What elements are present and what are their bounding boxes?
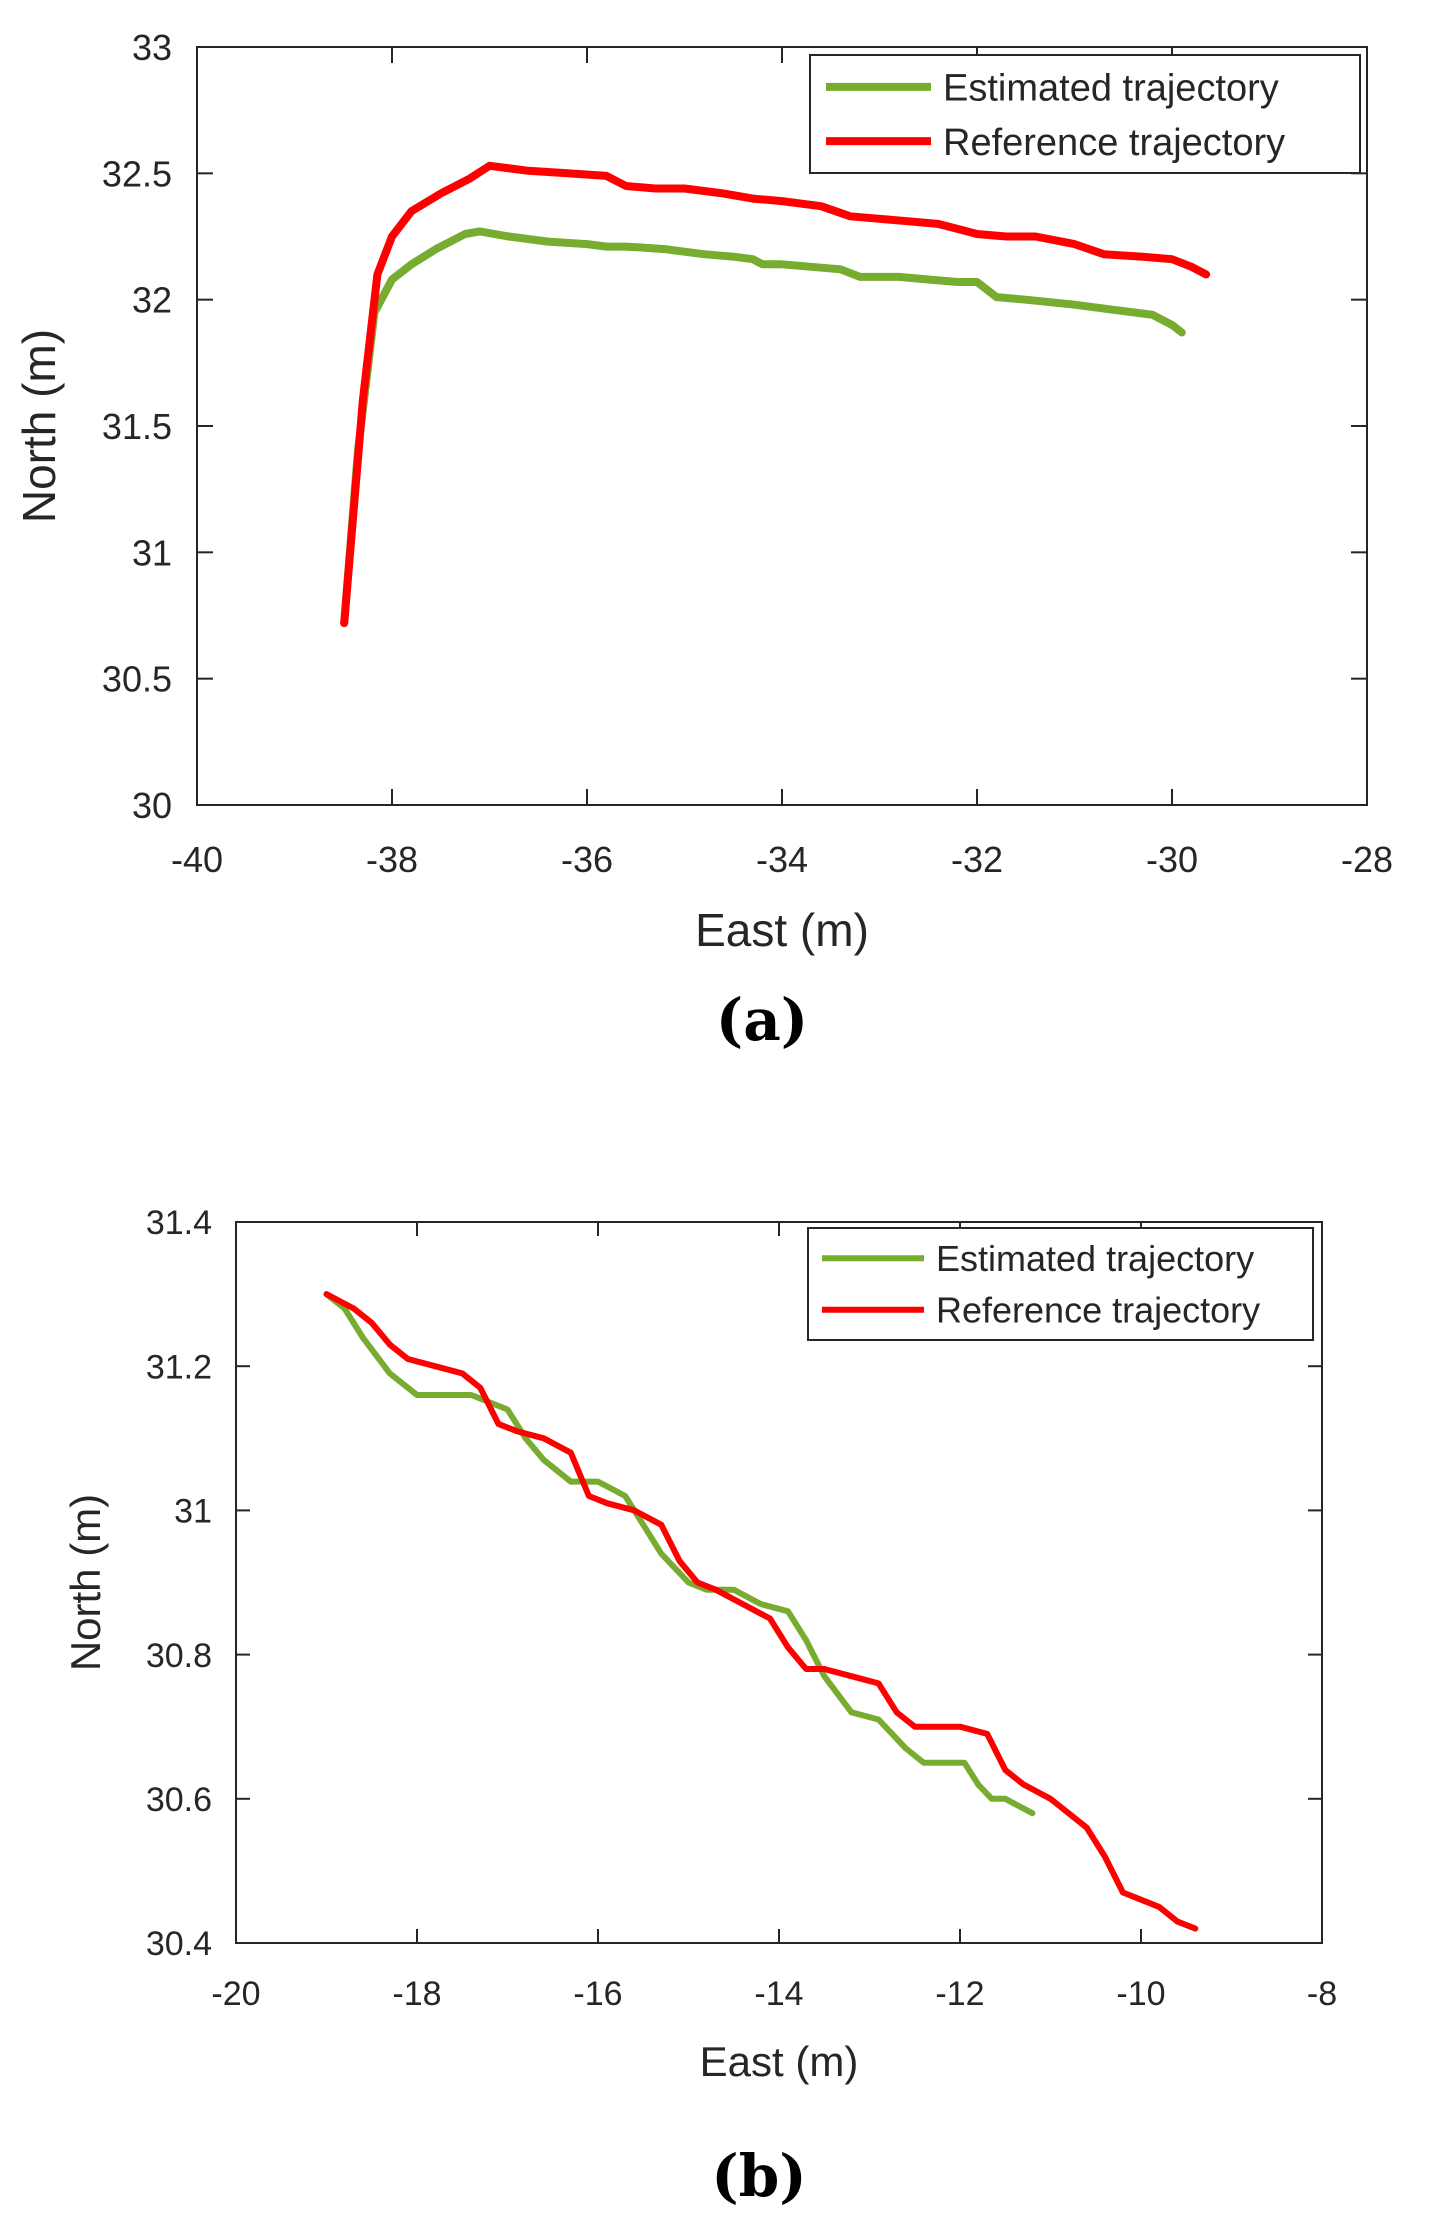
y-tick-label: 30	[132, 785, 172, 826]
series-line-reference	[323, 1291, 1199, 1932]
x-tick-label: -12	[935, 1975, 984, 2013]
x-tick-label: -36	[561, 839, 613, 880]
x-tick-label: -40	[171, 839, 223, 880]
panel-b: -20 -18 -16 -14 -12 -10 -8 30.4 30.6 30.8 31 31.2 31…	[62, 1204, 1337, 2210]
y-tick-label: 31.4	[146, 1204, 212, 1242]
plot-area	[235, 1221, 1323, 1944]
legend-label-reference: Reference trajectory	[936, 1290, 1260, 1331]
y-tick-label: 30.8	[146, 1637, 212, 1675]
panel-label: (b)	[711, 2142, 806, 2210]
x-tick-label: -38	[366, 839, 418, 880]
x-tick-label: -32	[951, 839, 1003, 880]
legend-box	[809, 54, 1361, 174]
y-tick-label: 31	[132, 532, 172, 573]
x-tick-label: -34	[756, 839, 808, 880]
y-tick-label: 32.5	[102, 153, 172, 194]
legend-label-estimated: Estimated trajectory	[936, 1238, 1254, 1279]
y-tick-label: 31	[174, 1493, 212, 1531]
y-tick-label: 30.6	[146, 1781, 212, 1819]
y-axis-label: North (m)	[62, 1494, 109, 1671]
legend-label-reference: Reference trajectory	[943, 122, 1285, 164]
y-tick-label: 33	[132, 27, 172, 68]
panel-a: -40 -38 -36 -34 -32 -30 -28 30 30.5 31 31.5 32 32.5 3…	[13, 27, 1393, 1054]
legend-box	[807, 1227, 1314, 1341]
x-axis-label: East (m)	[700, 2038, 859, 2085]
y-tick-label: 30.4	[146, 1925, 212, 1963]
x-tick-label: -18	[392, 1975, 441, 2013]
x-tick-label: -10	[1116, 1975, 1165, 2013]
series-line-estimated	[340, 227, 1186, 628]
panel-label: (a)	[716, 986, 808, 1054]
x-tick-label: -8	[1307, 1975, 1337, 2013]
x-tick-label: -20	[211, 1975, 260, 2013]
x-axis-label: East (m)	[695, 904, 869, 956]
y-axis-label: North (m)	[13, 329, 65, 523]
x-tick-label: -28	[1341, 839, 1393, 880]
y-tick-label: 31.2	[146, 1348, 212, 1386]
y-tick-label: 31.5	[102, 406, 172, 447]
series-line-reference	[340, 161, 1211, 628]
legend-label-estimated: Estimated trajectory	[943, 68, 1279, 110]
x-tick-label: -16	[573, 1975, 622, 2013]
x-tick-label: -14	[754, 1975, 803, 2013]
y-tick-label: 32	[132, 280, 172, 321]
y-tick-label: 30.5	[102, 659, 172, 700]
x-tick-label: -30	[1146, 839, 1198, 880]
